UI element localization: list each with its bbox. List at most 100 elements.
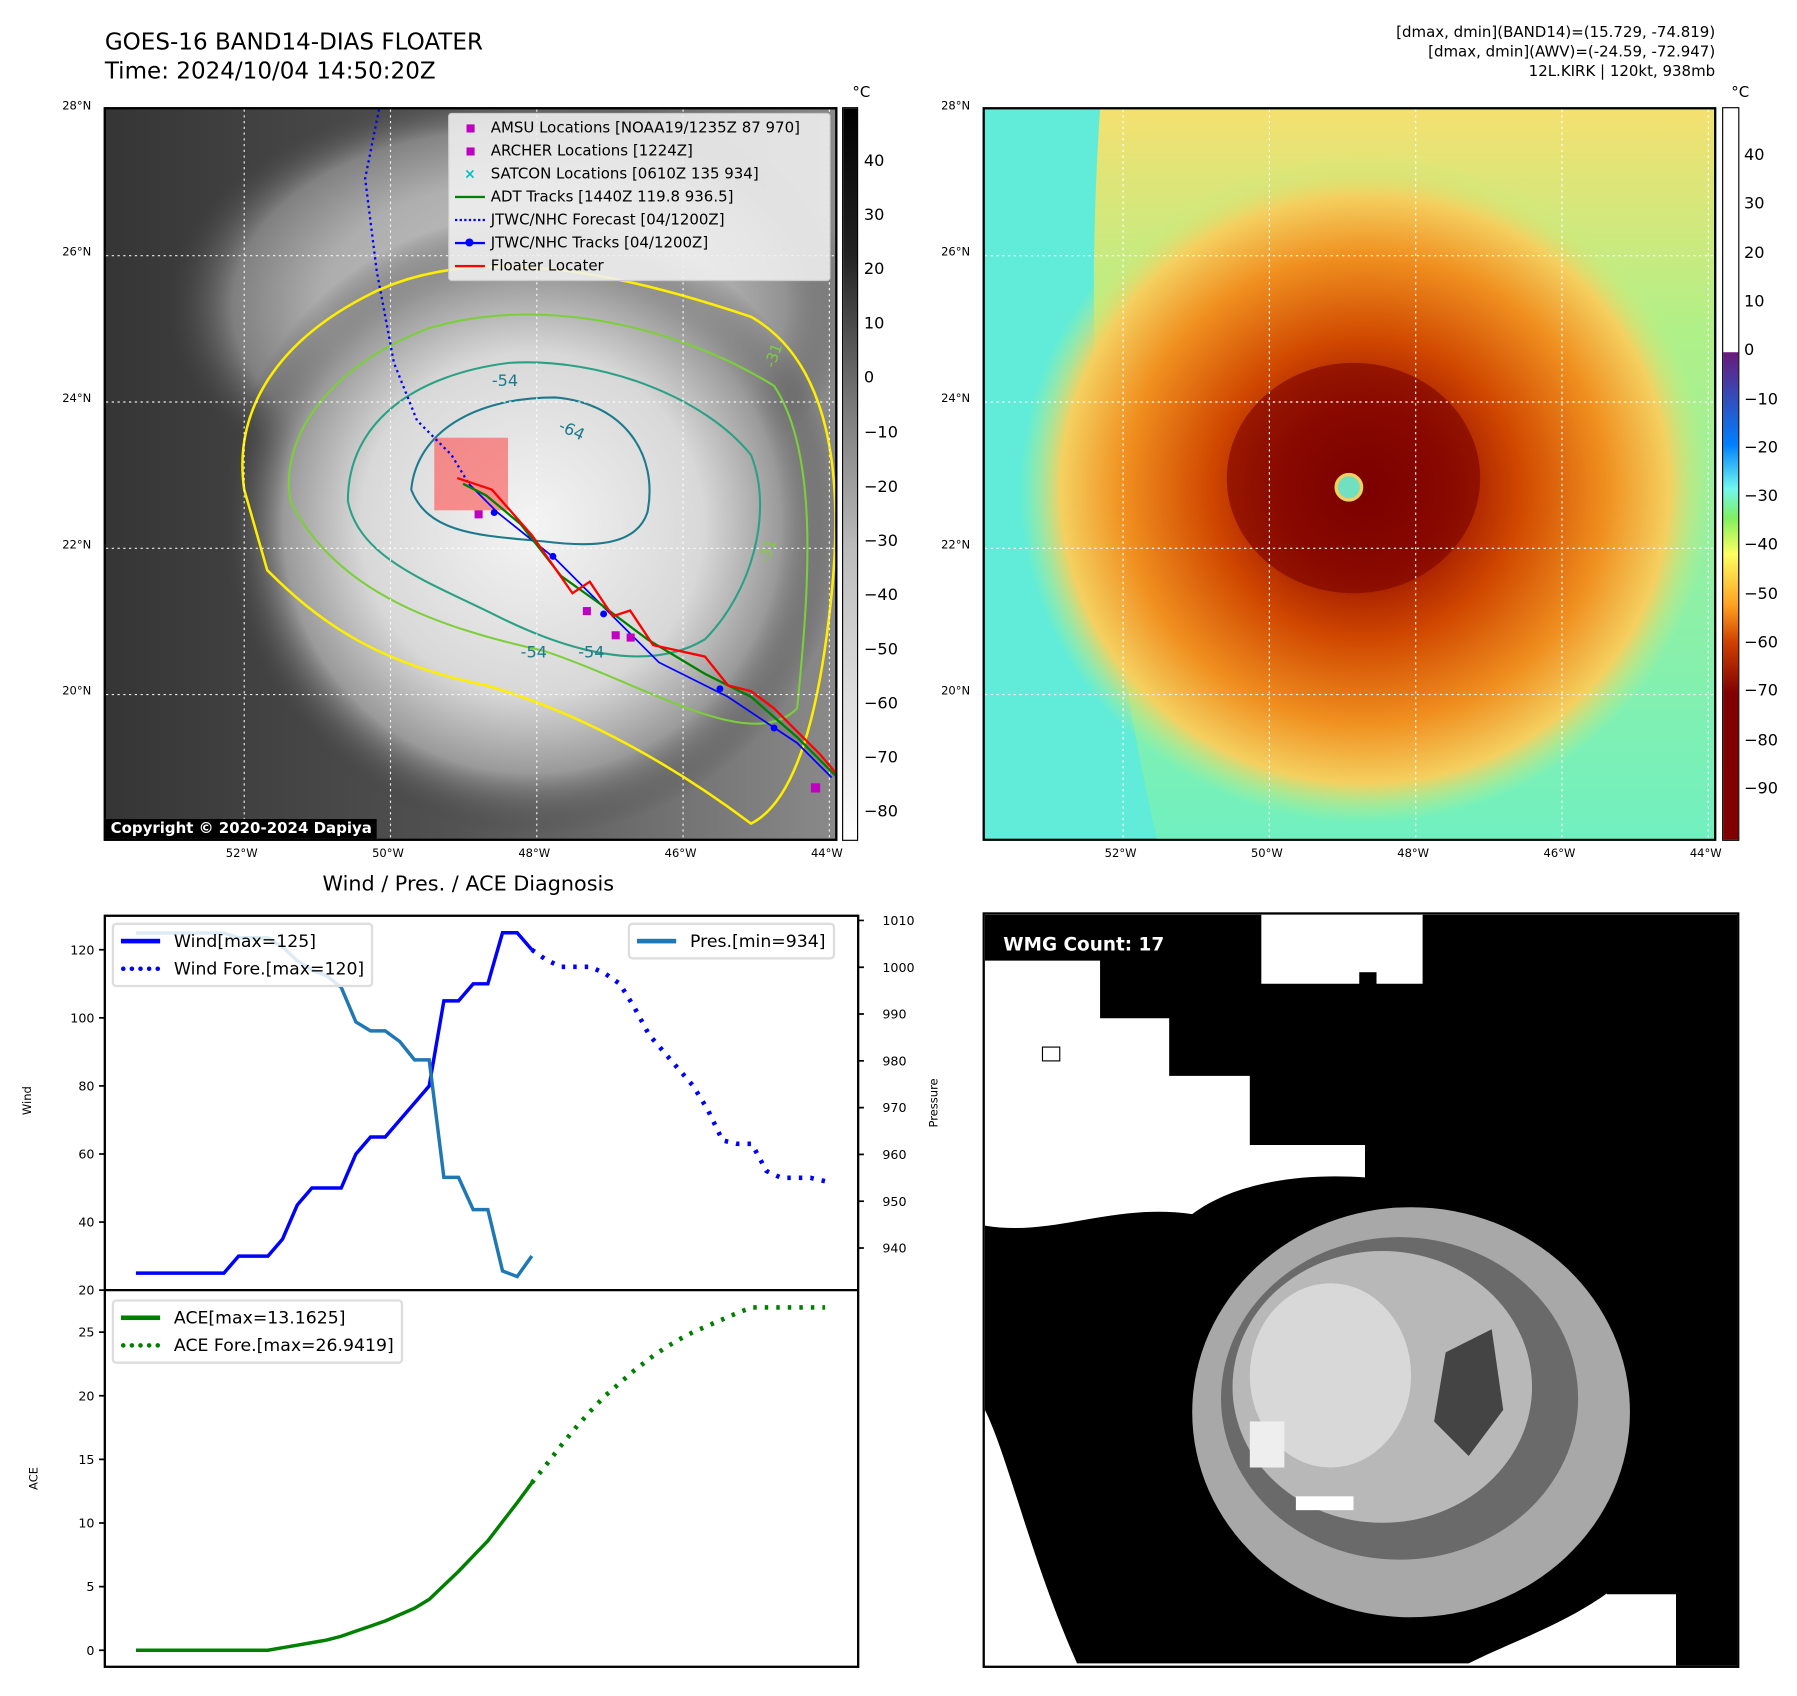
colorbar-left-tick: −10: [863, 423, 898, 442]
figure-title: GOES-16 BAND14-DIAS FLOATER Time: 2024/1…: [105, 28, 483, 86]
wmg-panel[interactable]: WMG Count: 17: [982, 912, 1740, 1668]
colorbar-left-tick: −70: [863, 748, 898, 768]
awv-color-map[interactable]: [982, 107, 1717, 841]
colorbar-right-tick: −10: [1743, 389, 1779, 409]
wind-tick-label: 80: [78, 1079, 94, 1094]
colorbar-right-tick: −90: [1743, 779, 1779, 799]
chart-legend-label: Wind Fore.[max=120]: [173, 958, 365, 980]
chart-legend-item: Wind[max=125]: [120, 927, 364, 955]
legend-line-icon: [637, 938, 677, 944]
copyright-label: Copyright © 2020-2024 Dapiya: [105, 819, 377, 839]
legend-item: JTWC/NHC Tracks [04/1200Z]: [449, 232, 829, 255]
legend-symbol-icon: [449, 264, 490, 268]
wind-tick-label: 120: [70, 942, 94, 957]
ace-tick-label: 20: [78, 1388, 94, 1403]
colorbar-right-tick: 30: [1743, 195, 1765, 214]
wind-pressure-ace-chart: 2040608010012094095096097098099010001010…: [70, 913, 915, 1668]
legend-label: SATCON Locations [0610Z 135 934]: [490, 165, 759, 183]
pressure-tick-label: 1000: [882, 960, 914, 975]
lat-label-right: 28°N: [941, 100, 971, 113]
lon-label-right: 48°W: [1397, 847, 1430, 861]
legend-symbol-icon: [449, 195, 490, 199]
stats-header: [dmax, dmin](BAND14)=(15.729, -74.819) […: [1396, 23, 1715, 82]
lon-label-right: 52°W: [1104, 847, 1137, 861]
lat-label-left: 28°N: [62, 100, 92, 113]
colorbar-right-tick: −80: [1743, 730, 1779, 750]
legend-item: ADT Tracks [1440Z 119.8 936.5]: [449, 185, 829, 208]
lat-label-left: 22°N: [62, 539, 92, 552]
legend-label: ADT Tracks [1440Z 119.8 936.5]: [490, 188, 734, 206]
ace-axis-label: ACE: [28, 1466, 41, 1490]
legend-symbol-icon: ×: [464, 165, 476, 183]
lat-label-left: 20°N: [62, 685, 92, 699]
colorbar-left-tick: 20: [863, 260, 885, 279]
best-track: [468, 483, 833, 779]
wind-tick-label: 20: [78, 1283, 94, 1298]
pressure-legend: Pres.[min=934]: [627, 922, 835, 960]
chart-legend-item: Pres.[min=934]: [637, 927, 825, 955]
legend-item: × SATCON Locations [0610Z 135 934]: [449, 162, 829, 185]
image-time: Time: 2024/10/04 14:50:20Z: [104, 56, 436, 85]
legend-item: AMSU Locations [NOAA19/1235Z 87 970]: [449, 116, 829, 139]
map-legend: AMSU Locations [NOAA19/1235Z 87 970] ARCH…: [448, 112, 831, 282]
colorbar-right-tick: 0: [1743, 341, 1755, 360]
lat-label-left: 26°N: [62, 246, 92, 260]
colorbar-left: [842, 107, 859, 841]
colorbar-left-tick: −50: [863, 640, 898, 659]
storm-info: 12L.KIRK | 120kt, 938mb: [1528, 63, 1716, 81]
colorbar-right-tick: −20: [1743, 438, 1779, 458]
ace-forecast-line: [530, 1305, 826, 1485]
pressure-tick-label: 990: [882, 1007, 906, 1022]
wmg-image: [984, 914, 1738, 1666]
contour-label: -54: [521, 643, 547, 662]
lat-label-right: 24°N: [941, 392, 971, 406]
ace-tick-label: 10: [78, 1516, 94, 1531]
pressure-tick-label: 940: [882, 1241, 906, 1256]
lon-label-left: 46°W: [664, 847, 697, 861]
colorbar-right-tick: −50: [1743, 584, 1779, 604]
legend-label: AMSU Locations [NOAA19/1235Z 87 970]: [490, 119, 800, 137]
lon-label-left: 48°W: [518, 847, 551, 861]
colorbar-left-tick: 10: [863, 314, 885, 334]
colorbar-right-tick: −70: [1743, 682, 1779, 701]
legend-symbol-icon: [449, 218, 490, 222]
wind-tick-label: 100: [70, 1010, 94, 1025]
wind-line: [135, 931, 534, 1275]
wind-tick-label: 60: [78, 1147, 94, 1162]
product-title: GOES-16 BAND14-DIAS FLOATER: [104, 27, 483, 56]
colorbar-left-tick: 40: [863, 152, 885, 171]
lon-label-left: 52°W: [225, 847, 258, 861]
lat-label-right: 26°N: [941, 246, 971, 260]
legend-label: JTWC/NHC Forecast [04/1200Z]: [490, 211, 725, 229]
colorbar-left-tick: −80: [863, 803, 898, 822]
colorbar-right-tick: −30: [1743, 487, 1779, 506]
colorbar-left-tick: −40: [863, 586, 898, 605]
lat-label-right: 20°N: [941, 685, 971, 699]
ace-tick-label: 25: [78, 1325, 94, 1340]
lat-label-left: 24°N: [62, 392, 92, 406]
forecast-track: [363, 109, 470, 485]
lat-label-right: 22°N: [941, 539, 971, 552]
wind-tick-label: 40: [78, 1215, 94, 1230]
floater-locater-track: [456, 476, 836, 774]
legend-line-icon: [120, 1315, 161, 1321]
colorbar-right-tick: 20: [1743, 243, 1765, 263]
ace-tick-label: 5: [86, 1579, 94, 1594]
pressure-tick-label: 970: [882, 1100, 906, 1115]
contour-label: -54: [578, 643, 604, 662]
colorbar-right: [1722, 107, 1740, 841]
chart-legend-item: Wind Fore.[max=120]: [120, 955, 365, 983]
colorbar-left-unit: °C: [852, 84, 871, 102]
band14-ir-map[interactable]: -54 -64 -54 -54 -31 -31 AMSU Locations [NOAA…: [103, 107, 838, 841]
chart-legend-label: ACE Fore.[max=26.9419]: [173, 1335, 394, 1356]
ace-tick-label: 0: [86, 1643, 94, 1658]
lon-label-right: 50°W: [1250, 847, 1283, 861]
colorbar-left-tick: 30: [863, 206, 885, 225]
lon-label-right: 46°W: [1543, 847, 1576, 861]
legend-item: ARCHER Locations [1224Z]: [449, 139, 829, 162]
lon-label-right: 44°W: [1689, 847, 1722, 861]
chart-legend-label: Pres.[min=934]: [689, 930, 826, 952]
colorbar-right-unit: °C: [1731, 84, 1750, 102]
floater-box: [434, 437, 508, 511]
